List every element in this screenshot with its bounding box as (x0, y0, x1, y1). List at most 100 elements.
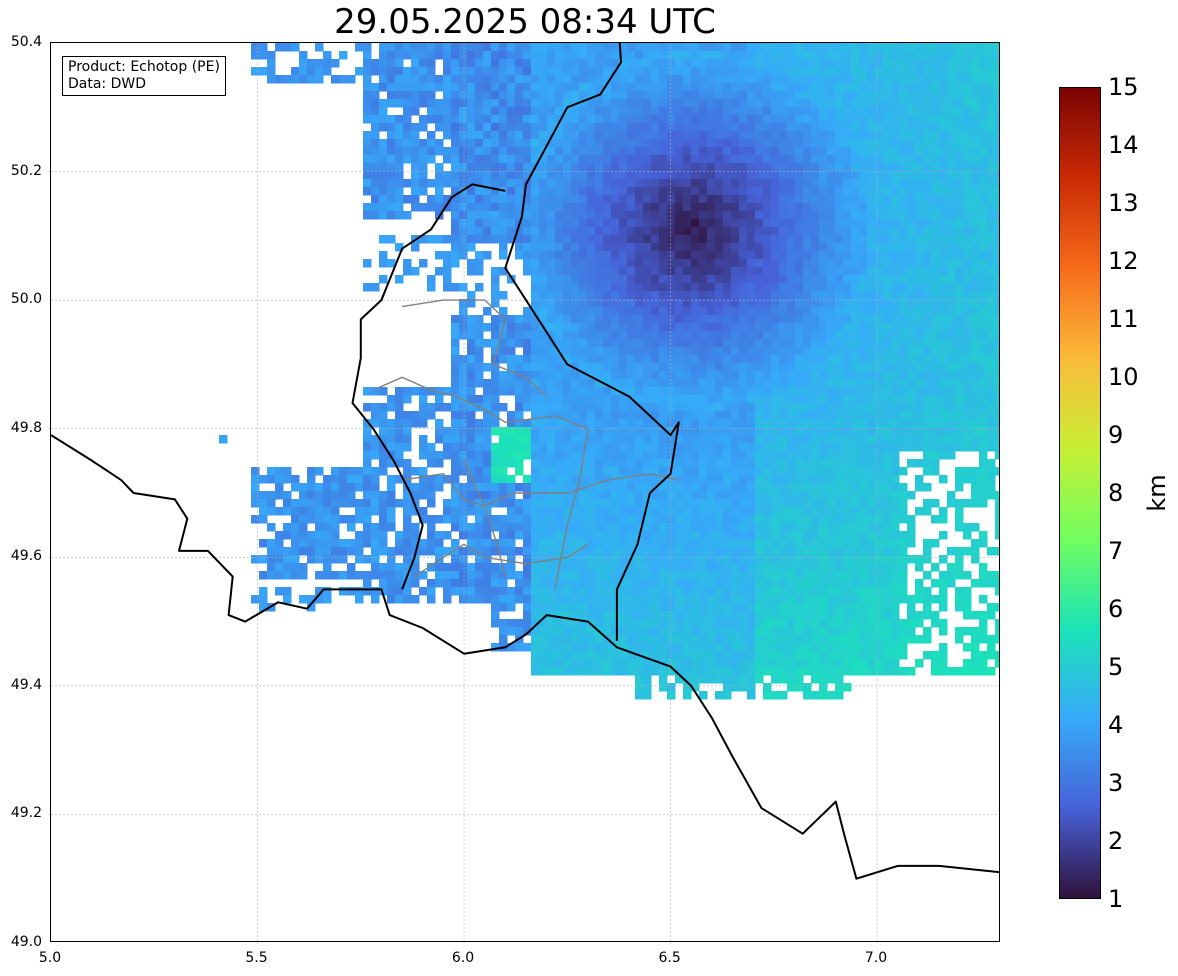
radar-pixel (611, 203, 620, 212)
radar-pixel (731, 611, 740, 620)
radar-pixel (611, 147, 620, 156)
radar-pixel (459, 483, 468, 492)
radar-pixel (259, 571, 268, 580)
radar-pixel (619, 155, 628, 164)
radar-pixel (571, 107, 580, 116)
radar-pixel (635, 243, 644, 252)
radar-pixel (475, 371, 484, 380)
radar-pixel (715, 611, 724, 620)
radar-pixel (451, 483, 460, 492)
radar-pixel (707, 83, 716, 92)
radar-pixel (531, 507, 540, 516)
radar-pixel (691, 435, 700, 444)
radar-pixel (395, 395, 404, 404)
radar-pixel (707, 523, 716, 532)
radar-pixel (691, 107, 700, 116)
radar-pixel (731, 139, 740, 148)
radar-pixel (747, 291, 756, 300)
radar-pixel (843, 611, 852, 620)
radar-pixel (731, 115, 740, 124)
radar-pixel (579, 323, 588, 332)
radar-pixel (699, 531, 708, 540)
radar-pixel (763, 227, 772, 236)
radar-pixel (723, 643, 732, 652)
radar-pixel (899, 59, 908, 68)
radar-pixel (859, 395, 868, 404)
radar-pixel (291, 547, 300, 556)
radar-pixel (659, 635, 668, 644)
radar-pixel (387, 83, 396, 92)
radar-pixel (475, 219, 484, 228)
radar-pixel (483, 211, 492, 220)
radar-pixel (827, 443, 836, 452)
radar-pixel (715, 459, 724, 468)
radar-pixel (747, 211, 756, 220)
radar-pixel (603, 627, 612, 636)
radar-pixel (491, 219, 500, 228)
radar-pixel (723, 75, 732, 84)
radar-pixel (475, 147, 484, 156)
radar-pixel (627, 507, 636, 516)
radar-pixel (611, 635, 620, 644)
radar-pixel (851, 491, 860, 500)
radar-pixel (563, 275, 572, 284)
radar-pixel (731, 675, 740, 684)
radar-pixel (659, 155, 668, 164)
radar-pixel (795, 635, 804, 644)
radar-pixel (843, 75, 852, 84)
radar-pixel (771, 443, 780, 452)
radar-pixel (763, 563, 772, 572)
radar-pixel (667, 427, 676, 436)
radar-pixel (883, 355, 892, 364)
radar-pixel (627, 107, 636, 116)
radar-pixel (435, 75, 444, 84)
radar-pixel (459, 243, 468, 252)
radar-pixel (851, 467, 860, 476)
radar-pixel (531, 475, 540, 484)
radar-pixel (459, 403, 468, 412)
radar-pixel (755, 51, 764, 60)
radar-pixel (683, 299, 692, 308)
radar-pixel (691, 99, 700, 108)
radar-pixel (363, 107, 372, 116)
radar-pixel (491, 643, 500, 652)
radar-pixel (643, 187, 652, 196)
radar-pixel (379, 187, 388, 196)
radar-pixel (779, 403, 788, 412)
radar-pixel (563, 611, 572, 620)
radar-pixel (475, 427, 484, 436)
radar-pixel (547, 91, 556, 100)
radar-pixel (403, 43, 412, 52)
radar-pixel (667, 531, 676, 540)
radar-pixel (531, 515, 540, 524)
radar-pixel (859, 643, 868, 652)
radar-pixel (643, 411, 652, 420)
radar-pixel (507, 499, 516, 508)
radar-pixel (851, 99, 860, 108)
radar-pixel (795, 387, 804, 396)
radar-pixel (835, 523, 844, 532)
map-plot-area[interactable] (50, 42, 1000, 942)
radar-pixel (739, 611, 748, 620)
radar-pixel (731, 515, 740, 524)
radar-pixel (339, 547, 348, 556)
radar-pixel (475, 163, 484, 172)
radar-pixel (483, 139, 492, 148)
radar-pixel (627, 355, 636, 364)
radar-pixel (707, 379, 716, 388)
radar-pixel (547, 475, 556, 484)
radar-pixel (643, 211, 652, 220)
radar-pixel (811, 579, 820, 588)
radar-pixel (451, 99, 460, 108)
radar-pixel (467, 403, 476, 412)
radar-pixel (603, 155, 612, 164)
radar-pixel (811, 427, 820, 436)
radar-pixel (835, 307, 844, 316)
radar-pixel (659, 339, 668, 348)
radar-pixel (811, 371, 820, 380)
radar-pixel (891, 163, 900, 172)
radar-pixel (699, 371, 708, 380)
radar-pixel (771, 275, 780, 284)
radar-pixel (843, 131, 852, 140)
radar-pixel (739, 123, 748, 132)
